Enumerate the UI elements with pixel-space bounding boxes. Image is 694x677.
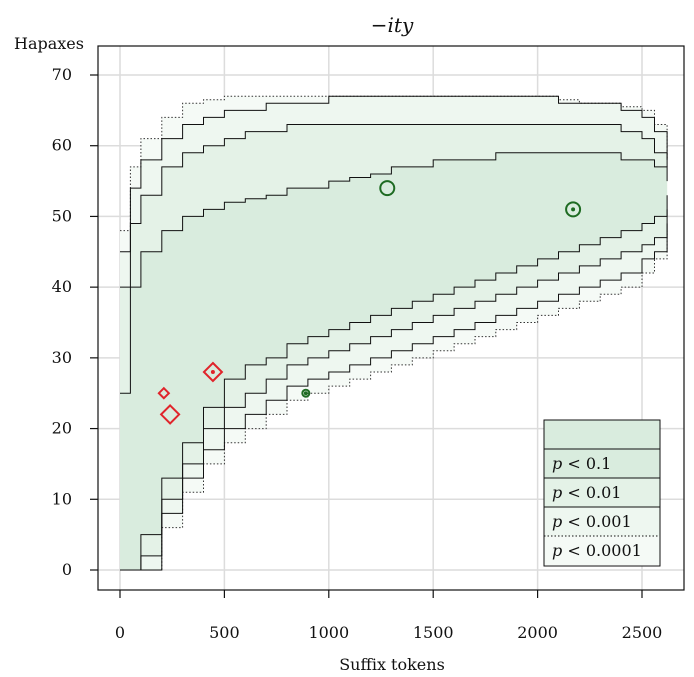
- y-axis-title: Hapaxes: [14, 34, 84, 53]
- data-point-4: [379, 180, 396, 197]
- y-tick-label-1: 10: [52, 489, 72, 508]
- x-tick-label-2: 1000: [308, 623, 349, 642]
- band-line-upper-p0001: [120, 95, 668, 232]
- data-point-5-center-dot: [571, 207, 576, 212]
- y-tick-label-2: 20: [52, 419, 72, 438]
- legend-label-0: p < 0.1: [552, 454, 611, 473]
- chart-title: −ity: [371, 13, 414, 37]
- band-line-lower-p1: [120, 195, 668, 571]
- y-tick-label-3: 30: [52, 348, 72, 367]
- y-tick-label-4: 40: [52, 277, 72, 296]
- confidence-bands: [120, 95, 668, 571]
- x-tick-label-1: 500: [209, 623, 240, 642]
- legend-frame: [543, 419, 661, 567]
- data-point-2: [202, 361, 224, 383]
- legend-row-2-bg: [544, 507, 660, 536]
- legend-row-3-bg: [544, 536, 660, 565]
- x-axis-title: Suffix tokens: [339, 655, 445, 674]
- data-points: [157, 180, 582, 425]
- legend: p < 0.1 p < 0.01 p < 0.001 p < 0.0001: [543, 419, 661, 567]
- plot-frame: [97, 45, 685, 591]
- band-line-upper-p1: [120, 152, 668, 394]
- data-point-0: [157, 386, 171, 400]
- data-point-5: [565, 201, 582, 218]
- legend-row-0-bg: [544, 449, 660, 478]
- y-tick-label-5: 50: [52, 206, 72, 225]
- x-tick-label-4: 2000: [517, 623, 558, 642]
- data-point-3-center-dot: [303, 391, 308, 396]
- band-line-upper-p001: [120, 95, 668, 253]
- band-line-lower-p01: [120, 209, 668, 571]
- band-line-lower-p001: [120, 223, 668, 571]
- legend-label-1: p < 0.01: [552, 483, 621, 502]
- axes: 0 500 1000 1500 2000 2500 0 10 20 30 40 50 60 70: [52, 65, 663, 642]
- legend-label-3: p < 0.0001: [552, 541, 642, 560]
- data-point-2-center-dot: [210, 370, 215, 374]
- legend-label-2: p < 0.001: [552, 512, 632, 531]
- band-line-upper-p01: [120, 124, 668, 288]
- y-tick-label-7: 70: [52, 65, 72, 84]
- band-line-lower-p0001: [120, 230, 668, 571]
- data-point-1: [159, 404, 181, 425]
- x-tick-label-5: 2500: [622, 623, 663, 642]
- x-tick-label-3: 1500: [413, 623, 454, 642]
- legend-header-swatch: [543, 419, 661, 450]
- data-point-3: [301, 388, 311, 398]
- band-p1: [120, 152, 668, 571]
- y-tick-label-0: 0: [62, 560, 72, 579]
- legend-row-1-bg: [544, 478, 660, 507]
- y-tick-label-6: 60: [52, 136, 72, 155]
- x-tick-label-0: 0: [115, 623, 125, 642]
